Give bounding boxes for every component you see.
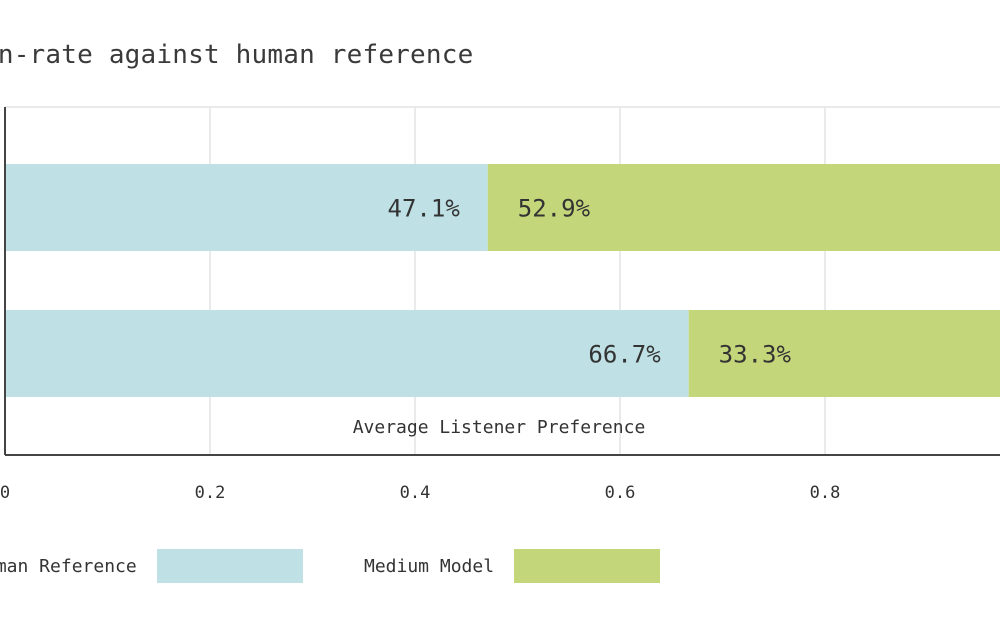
legend: uman Reference Medium Model (0, 548, 1000, 588)
legend-swatch-human-reference (156, 549, 303, 583)
x-axis-label: Average Listener Preference (353, 417, 646, 438)
legend-swatch-medium-model (514, 549, 661, 583)
bar-human-reference-row-1 (5, 164, 488, 251)
legend-label-human-reference: uman Reference (0, 555, 137, 577)
bar-medium-model-row-2 (688, 310, 1000, 397)
legend-item-medium-model: Medium Model (364, 548, 661, 584)
bar-human-reference-row-2 (5, 310, 689, 397)
data-label-medium-model-row-2: 33.3% (719, 341, 792, 369)
data-label-human-reference-row-2: 66.7% (588, 341, 661, 369)
data-label-medium-model-row-1: 52.9% (518, 195, 591, 223)
bar-medium-model-row-1 (487, 164, 1000, 251)
data-label-human-reference-row-1: 47.1% (388, 195, 461, 223)
x-tick-label-3: 0.6 (605, 483, 636, 503)
legend-label-medium-model: Medium Model (364, 555, 495, 577)
x-tick-label-4: 0.8 (810, 483, 841, 503)
chart-plot: 47.1% 52.9% 66.7% 33.3% Average Listener Pre… (0, 106, 1000, 503)
chart-title: in-rate against human reference (0, 40, 474, 70)
legend-item-human-reference: uman Reference (0, 548, 303, 584)
x-tick-label-2: 0.4 (400, 483, 431, 503)
x-tick-label-1: 0.2 (195, 483, 226, 503)
x-tick-label-0: 0 (0, 483, 10, 503)
